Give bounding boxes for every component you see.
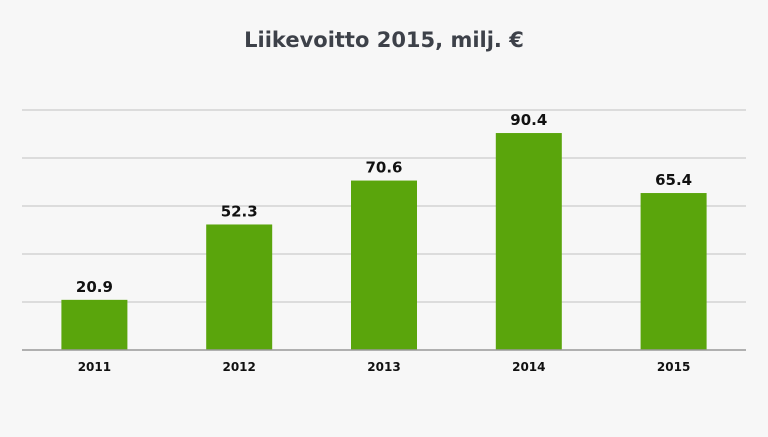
bar-2011 [61,299,128,350]
x-tick-label-2014: 2014 [512,360,545,374]
bar-2013 [351,180,417,350]
data-label-2013: 70.6 [365,159,402,177]
chart-title: Liikevoitto 2015, milj. € [244,28,524,52]
x-tick-label-2015: 2015 [657,360,690,374]
bar-2014 [495,133,562,350]
bar-2012 [206,224,273,350]
bars [61,133,707,350]
bar-2015 [640,193,707,350]
x-tick-label-2011: 2011 [78,360,111,374]
data-label-2012: 52.3 [221,202,258,220]
data-labels: 20.9 52.3 70.6 90.4 65.4 [76,111,692,296]
data-label-2011: 20.9 [76,278,113,296]
x-axis-tick-labels: 2011 2012 2013 2014 2015 [22,349,746,374]
data-label-2014: 90.4 [510,111,547,129]
x-tick-label-2012: 2012 [222,360,255,374]
data-label-2015: 65.4 [655,171,692,189]
x-tick-label-2013: 2013 [367,360,400,374]
